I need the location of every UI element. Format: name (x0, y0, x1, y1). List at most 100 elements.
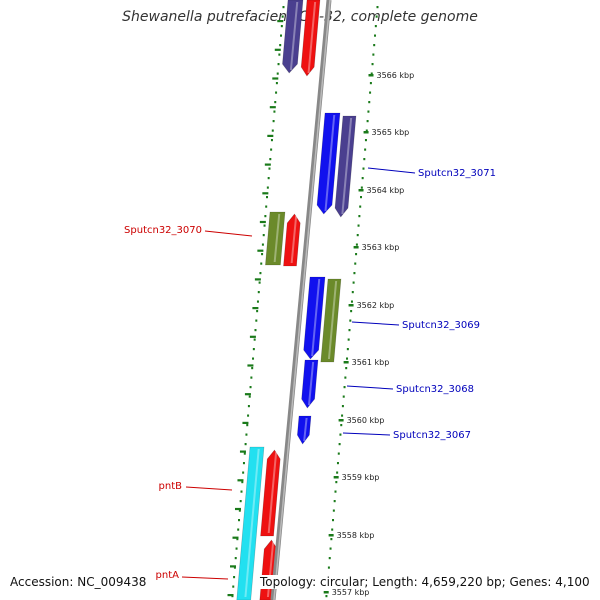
minor-tick (234, 507, 241, 511)
track-dot (370, 72, 373, 75)
ruler-tick (368, 74, 374, 77)
track-dot (252, 357, 255, 360)
track-dot (277, 63, 280, 66)
track-dot (269, 158, 272, 161)
ruler-tick-label: 3560 kbp (347, 416, 385, 425)
ruler-tick-label: 3563 kbp (362, 243, 400, 252)
track-dot (278, 53, 281, 56)
track-dot (363, 158, 366, 161)
gene-label: Sputcn32_3067 (393, 430, 471, 441)
ruler-tick-label: 3559 kbp (342, 473, 380, 482)
minor-tick (237, 479, 244, 482)
track-dot (341, 414, 344, 417)
track-dot (360, 196, 363, 199)
track-dot (334, 490, 337, 493)
track-dot (374, 34, 377, 37)
gene-arrow (283, 213, 301, 267)
gene-arrow-shine (311, 279, 321, 356)
track-dot (232, 585, 235, 588)
track-dot (347, 338, 350, 341)
gene-label: Sputcn32_3068 (396, 384, 474, 395)
gene-label: pntA (156, 570, 180, 581)
backbone (270, 0, 332, 600)
track-dot (238, 509, 241, 512)
minor-tick (230, 565, 237, 568)
track-dot (267, 177, 270, 180)
gene-arrow-shine (324, 115, 336, 211)
track-dot (369, 82, 372, 85)
track-dot (252, 348, 255, 351)
track-dot (270, 139, 273, 142)
label-leader-line (342, 432, 391, 436)
minor-tick (244, 393, 251, 396)
track-dot (328, 557, 331, 560)
minor-tick (269, 106, 276, 109)
track-dot (336, 471, 339, 474)
minor-tick (254, 278, 261, 281)
gene-label: pntB (159, 481, 183, 492)
track-dot (364, 139, 367, 142)
ruler-tick (328, 534, 334, 537)
track-dot (253, 338, 256, 341)
track-dot (341, 405, 344, 408)
track-dot (374, 25, 377, 28)
ruler-tick (338, 419, 344, 422)
track-dot (346, 348, 349, 351)
track-dot (353, 272, 356, 275)
track-dot (350, 300, 353, 303)
track-dot (327, 566, 330, 569)
track-dot (350, 310, 353, 313)
gene-labels: Sputcn32_3071 Sputcn32_3070 Sputcn32_3069 S… (124, 167, 496, 581)
gene-arrow-shine (307, 2, 317, 73)
track-dot (361, 177, 364, 180)
gene-label: Sputcn32_3071 (418, 168, 496, 179)
minor-tick (277, 20, 284, 23)
track-dot (280, 25, 283, 28)
track-dot (281, 15, 284, 18)
track-dot (362, 167, 365, 170)
gene-arrow-shine (307, 362, 315, 405)
track-dot (234, 557, 237, 560)
minor-tick (257, 249, 264, 252)
track-dot (266, 186, 269, 189)
track-dot (336, 462, 339, 465)
ruler-tick (333, 476, 339, 479)
track-dot (368, 101, 371, 104)
track-dot (364, 148, 367, 151)
track-dot (256, 310, 259, 313)
track-dot (275, 82, 278, 85)
track-dot (340, 424, 343, 427)
gene-arrow (297, 415, 312, 445)
track-dot (279, 44, 282, 47)
track-dot (265, 205, 268, 208)
gene-arrow (300, 0, 321, 77)
ruler-tick-label: 3566 kbp (377, 71, 415, 80)
track-dot (337, 452, 340, 455)
track-dot (373, 44, 376, 47)
track-dot (338, 443, 341, 446)
track-dot (248, 395, 251, 398)
ruler-tick-label: 3561 kbp (352, 358, 390, 367)
label-leader-line (181, 576, 229, 580)
gene-arrow (236, 446, 265, 600)
ruler-tick-label: 3564 kbp (367, 186, 405, 195)
track-dot (266, 196, 269, 199)
track-dot (235, 547, 238, 550)
gene-label: Sputcn32_3070 (124, 225, 202, 236)
gene-arrow (282, 0, 304, 74)
track-dot (339, 433, 342, 436)
gene-features (236, 0, 357, 600)
minor-tick (274, 48, 281, 51)
minor-tick (239, 450, 246, 453)
track-dot (255, 319, 258, 322)
track-dot (343, 386, 346, 389)
track-dot (237, 528, 240, 531)
gene-arrow-shine (289, 2, 299, 70)
track-dot (273, 110, 276, 113)
minor-tick (272, 77, 279, 80)
minor-tick (262, 192, 269, 195)
ruler-tick-label: 3565 kbp (372, 128, 410, 137)
track-dot (358, 215, 361, 218)
backbone-highlight (273, 0, 331, 600)
